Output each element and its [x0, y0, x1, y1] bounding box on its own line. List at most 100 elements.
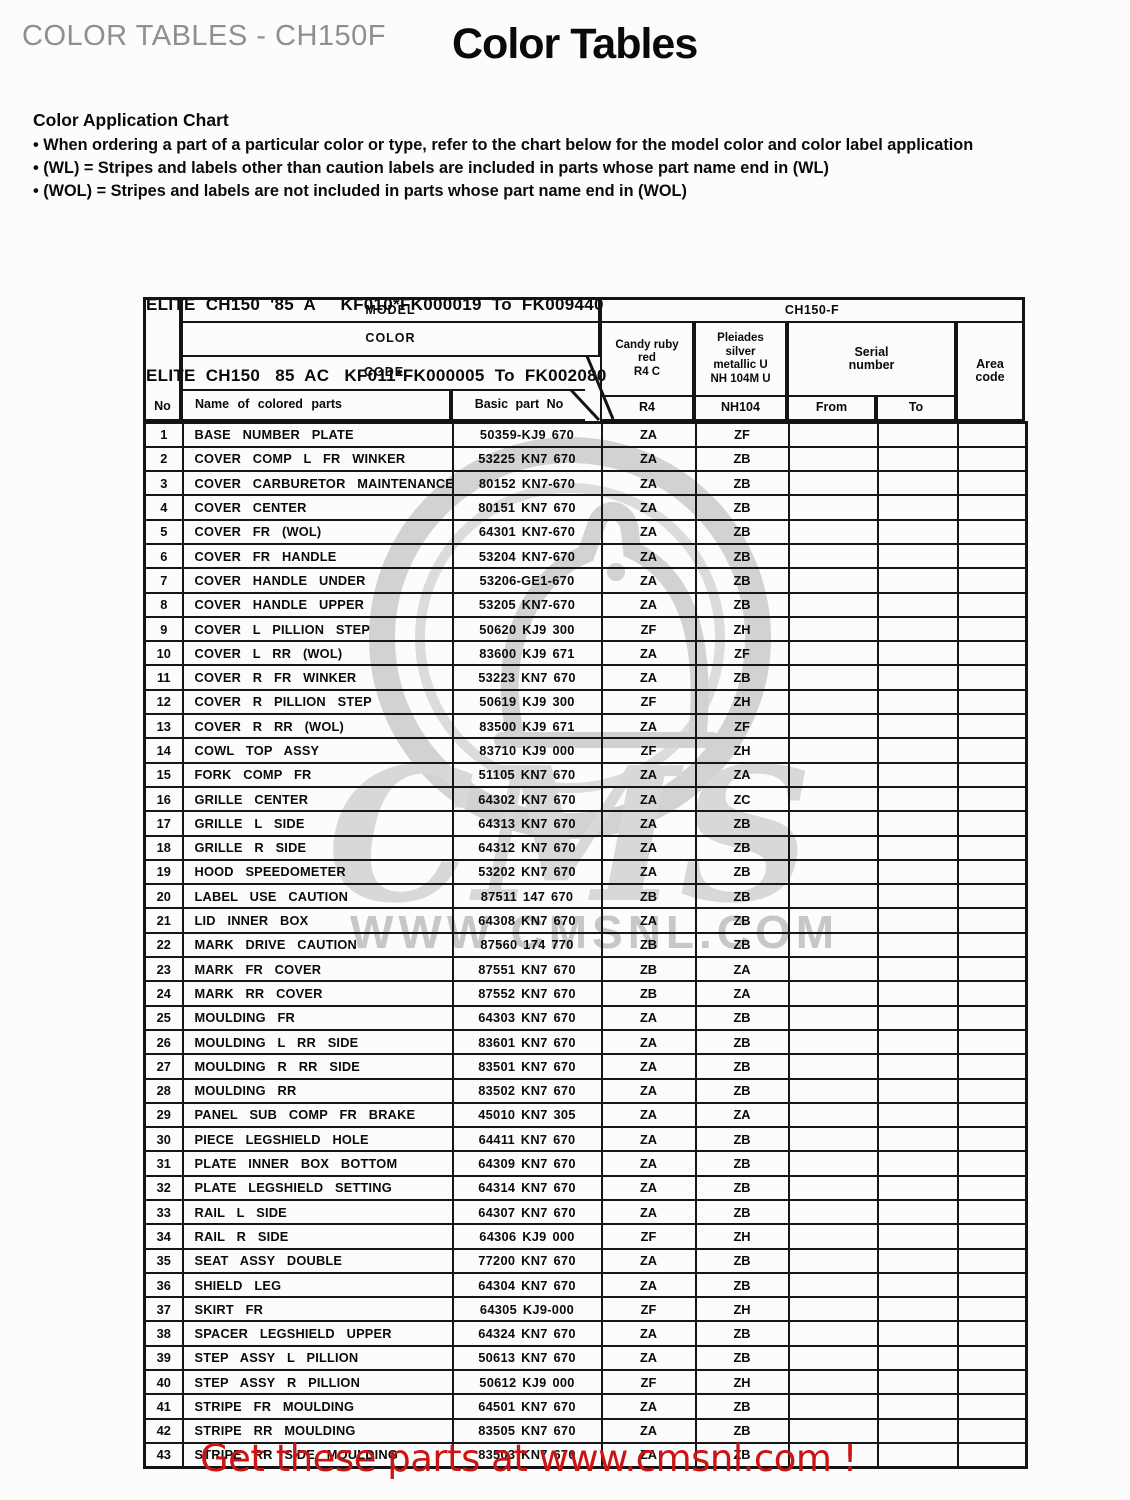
row-no: 6: [143, 542, 184, 570]
row-r4-code: ZA: [600, 421, 697, 448]
col-header-from: From: [787, 395, 876, 421]
table-row: 37 SKIRT FR 64305 KJ9-000 ZF ZH: [143, 1296, 1028, 1323]
row-serial-to: [876, 1053, 959, 1080]
table-row: 31 PLATE INNER BOX BOTTOM 64309 KN7 670 …: [143, 1150, 1028, 1177]
row-serial-from: [787, 1223, 879, 1250]
row-part-no: 53223 KN7 670: [451, 664, 603, 691]
row-part-no: 87552 KN7 670: [451, 980, 603, 1007]
row-part-name: MARK RR COVER: [181, 980, 454, 1007]
row-area-code: [956, 1126, 1028, 1153]
row-no: 39: [143, 1344, 184, 1372]
row-r4-code: ZA: [600, 1126, 697, 1153]
row-part-no: 80151 KN7 670: [451, 494, 603, 521]
row-part-no: 64304 KN7 670: [451, 1271, 603, 1299]
row-area-code: [956, 1004, 1028, 1031]
row-area-code: [956, 1174, 1028, 1202]
row-serial-to: [876, 1174, 959, 1202]
row-serial-to: [876, 1369, 959, 1396]
row-nh104-code: ZB: [694, 591, 790, 618]
row-serial-to: [876, 615, 959, 643]
row-part-no: 50359-KJ9 670: [451, 421, 603, 448]
row-no: 1: [143, 421, 184, 448]
row-part-no: 83601 KN7 670: [451, 1028, 603, 1056]
row-r4-code: ZA: [600, 1004, 697, 1031]
table-row: 15 FORK COMP FR 51105 KN7 670 ZA ZA: [143, 761, 1028, 788]
row-part-no: 64411 KN7 670: [451, 1126, 603, 1153]
table-row: 17 GRILLE L SIDE 64313 KN7 670 ZA ZB: [143, 810, 1028, 837]
row-serial-from: [787, 664, 879, 691]
row-serial-to: [876, 664, 959, 691]
row-nh104-code: ZB: [694, 1320, 790, 1347]
row-part-no: 64301 KN7-670: [451, 518, 603, 545]
row-serial-from: [787, 640, 879, 667]
row-r4-code: ZA: [600, 470, 697, 497]
table-row: 28 MOULDING RR 83502 KN7 670 ZA ZB: [143, 1077, 1028, 1104]
row-r4-code: ZA: [600, 1150, 697, 1177]
row-serial-to: [876, 1198, 959, 1226]
row-no: 2: [143, 445, 184, 473]
row-part-no: 83503 KN7 670: [451, 1441, 603, 1469]
table-row: 43 STRIPE RR SIDE MOULDING 83503 KN7 670…: [143, 1441, 1028, 1469]
cmsnl-promo-link[interactable]: Get these parts at www.cmsnl.com !: [200, 1437, 858, 1480]
row-area-code: [956, 591, 1028, 618]
row-area-code: [956, 615, 1028, 643]
row-area-code: [956, 1393, 1028, 1420]
row-area-code: [956, 664, 1028, 691]
row-no: 24: [143, 980, 184, 1007]
row-part-name: MOULDING FR: [181, 1004, 454, 1031]
table-row: 26 MOULDING L RR SIDE 83601 KN7 670 ZA Z…: [143, 1028, 1028, 1056]
row-no: 41: [143, 1393, 184, 1420]
table-row: 11 COVER R FR WINKER 53223 KN7 670 ZA ZB: [143, 664, 1028, 691]
row-serial-to: [876, 980, 959, 1007]
row-part-no: 51105 KN7 670: [451, 761, 603, 788]
row-area-code: [956, 445, 1028, 473]
row-part-no: 64313 KN7 670: [451, 810, 603, 837]
row-serial-from: [787, 1004, 879, 1031]
table-row: 42 STRIPE RR MOULDING 83505 KN7 670 ZA Z…: [143, 1417, 1028, 1444]
row-r4-code: ZA: [600, 1320, 697, 1347]
row-area-code: [956, 1296, 1028, 1323]
row-no: 33: [143, 1198, 184, 1226]
row-part-name: LABEL USE CAUTION: [181, 883, 454, 910]
row-r4-code: ZA: [600, 1417, 697, 1444]
row-serial-to: [876, 883, 959, 910]
row-part-name: MOULDING L RR SIDE: [181, 1028, 454, 1056]
note-line: • (WL) = Stripes and labels other than c…: [33, 159, 829, 177]
row-area-code: [956, 1028, 1028, 1056]
row-nh104-code: ZF: [694, 421, 790, 448]
col-header-part-name: Name of colored parts: [181, 389, 451, 421]
row-serial-from: [787, 1393, 879, 1420]
row-part-no: 83500 KJ9 671: [451, 713, 603, 740]
row-part-name: MARK DRIVE CAUTION: [181, 931, 454, 959]
parts-table: 1 BASE NUMBER PLATE 50359-KJ9 670 ZA ZF …: [143, 421, 1028, 1469]
table-row: 19 HOOD SPEEDOMETER 53202 KN7 670 ZA ZB: [143, 858, 1028, 886]
row-area-code: [956, 1247, 1028, 1274]
row-serial-from: [787, 834, 879, 861]
row-r4-code: ZF: [600, 615, 697, 643]
row-serial-from: [787, 737, 879, 764]
row-area-code: [956, 494, 1028, 521]
row-part-no: 83600 KJ9 671: [451, 640, 603, 667]
row-nh104-code: ZA: [694, 1101, 790, 1129]
row-r4-code: ZA: [600, 494, 697, 521]
row-nh104-code: ZB: [694, 834, 790, 861]
row-area-code: [956, 1053, 1028, 1080]
row-r4-code: ZF: [600, 737, 697, 764]
row-nh104-code: ZB: [694, 518, 790, 545]
row-part-no: 64324 KN7 670: [451, 1320, 603, 1347]
table-row: 12 COVER R PILLION STEP 50619 KJ9 300 ZF…: [143, 688, 1028, 716]
col-header-nh104: NH104: [694, 395, 787, 421]
row-nh104-code: ZB: [694, 1393, 790, 1420]
row-serial-from: [787, 470, 879, 497]
note-line: • When ordering a part of a particular c…: [33, 136, 974, 154]
row-r4-code: ZA: [600, 785, 697, 813]
row-part-no: 64307 KN7 670: [451, 1198, 603, 1226]
row-serial-from: [787, 1150, 879, 1177]
row-serial-to: [876, 542, 959, 570]
row-part-name: MOULDING R RR SIDE: [181, 1053, 454, 1080]
row-part-no: 83501 KN7 670: [451, 1053, 603, 1080]
color-application-table: No MODEL COLOR CODE Name of colored part…: [143, 297, 1028, 1469]
table-row: 3 COVER CARBURETOR MAINTENANCE 80152 KN7…: [143, 470, 1028, 497]
row-serial-to: [876, 713, 959, 740]
table-row: 23 MARK FR COVER 87551 KN7 670 ZB ZA: [143, 956, 1028, 983]
